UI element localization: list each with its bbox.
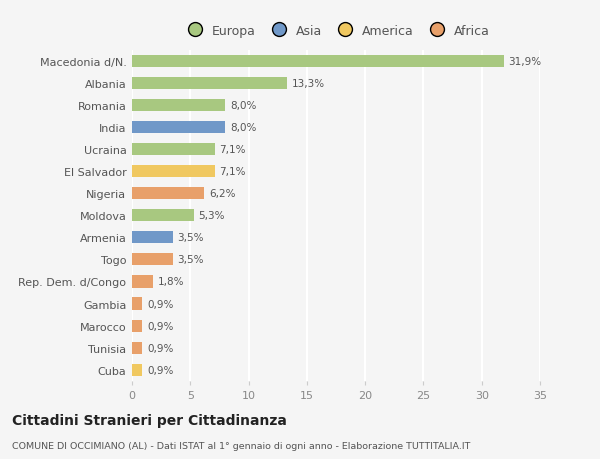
Bar xyxy=(132,364,142,376)
Text: 1,8%: 1,8% xyxy=(158,277,184,287)
Text: 8,0%: 8,0% xyxy=(230,101,256,111)
Bar xyxy=(132,100,225,112)
Bar xyxy=(132,254,173,266)
Bar xyxy=(132,276,153,288)
Bar xyxy=(132,298,142,310)
Text: 0,9%: 0,9% xyxy=(147,365,173,375)
Text: Cittadini Stranieri per Cittadinanza: Cittadini Stranieri per Cittadinanza xyxy=(12,413,287,427)
Text: COMUNE DI OCCIMIANO (AL) - Dati ISTAT al 1° gennaio di ogni anno - Elaborazione : COMUNE DI OCCIMIANO (AL) - Dati ISTAT al… xyxy=(12,441,470,450)
Text: 3,5%: 3,5% xyxy=(178,255,204,265)
Text: 5,3%: 5,3% xyxy=(199,211,225,221)
Bar xyxy=(132,166,215,178)
Bar xyxy=(132,188,204,200)
Bar xyxy=(132,342,142,354)
Text: 3,5%: 3,5% xyxy=(178,233,204,243)
Bar xyxy=(132,210,194,222)
Text: 0,9%: 0,9% xyxy=(147,343,173,353)
Legend: Europa, Asia, America, Africa: Europa, Asia, America, Africa xyxy=(182,25,490,38)
Text: 0,9%: 0,9% xyxy=(147,321,173,331)
Bar xyxy=(132,56,504,67)
Text: 7,1%: 7,1% xyxy=(220,167,246,177)
Text: 0,9%: 0,9% xyxy=(147,299,173,309)
Text: 8,0%: 8,0% xyxy=(230,123,256,133)
Bar xyxy=(132,320,142,332)
Bar xyxy=(132,122,225,134)
Bar xyxy=(132,232,173,244)
Text: 13,3%: 13,3% xyxy=(292,78,325,89)
Bar xyxy=(132,144,215,156)
Text: 7,1%: 7,1% xyxy=(220,145,246,155)
Text: 31,9%: 31,9% xyxy=(509,56,542,67)
Bar xyxy=(132,78,287,90)
Text: 6,2%: 6,2% xyxy=(209,189,235,199)
